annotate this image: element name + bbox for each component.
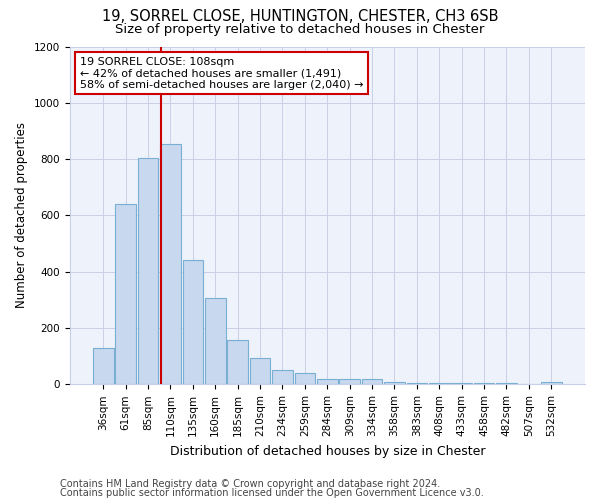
- Text: Size of property relative to detached houses in Chester: Size of property relative to detached ho…: [115, 22, 485, 36]
- X-axis label: Distribution of detached houses by size in Chester: Distribution of detached houses by size …: [170, 444, 485, 458]
- Text: 19, SORREL CLOSE, HUNTINGTON, CHESTER, CH3 6SB: 19, SORREL CLOSE, HUNTINGTON, CHESTER, C…: [102, 9, 498, 24]
- Bar: [250, 358, 271, 384]
- Bar: [340, 380, 360, 384]
- Bar: [138, 158, 158, 384]
- Bar: [272, 370, 293, 384]
- Text: 19 SORREL CLOSE: 108sqm
← 42% of detached houses are smaller (1,491)
58% of semi: 19 SORREL CLOSE: 108sqm ← 42% of detache…: [80, 56, 364, 90]
- Bar: [407, 383, 427, 384]
- Bar: [384, 382, 405, 384]
- Bar: [227, 340, 248, 384]
- Bar: [160, 144, 181, 384]
- Bar: [182, 260, 203, 384]
- Bar: [205, 298, 226, 384]
- Text: Contains public sector information licensed under the Open Government Licence v3: Contains public sector information licen…: [60, 488, 484, 498]
- Bar: [317, 380, 338, 384]
- Bar: [541, 382, 562, 384]
- Y-axis label: Number of detached properties: Number of detached properties: [15, 122, 28, 308]
- Bar: [295, 373, 315, 384]
- Bar: [115, 204, 136, 384]
- Bar: [362, 380, 382, 384]
- Bar: [93, 348, 113, 385]
- Text: Contains HM Land Registry data © Crown copyright and database right 2024.: Contains HM Land Registry data © Crown c…: [60, 479, 440, 489]
